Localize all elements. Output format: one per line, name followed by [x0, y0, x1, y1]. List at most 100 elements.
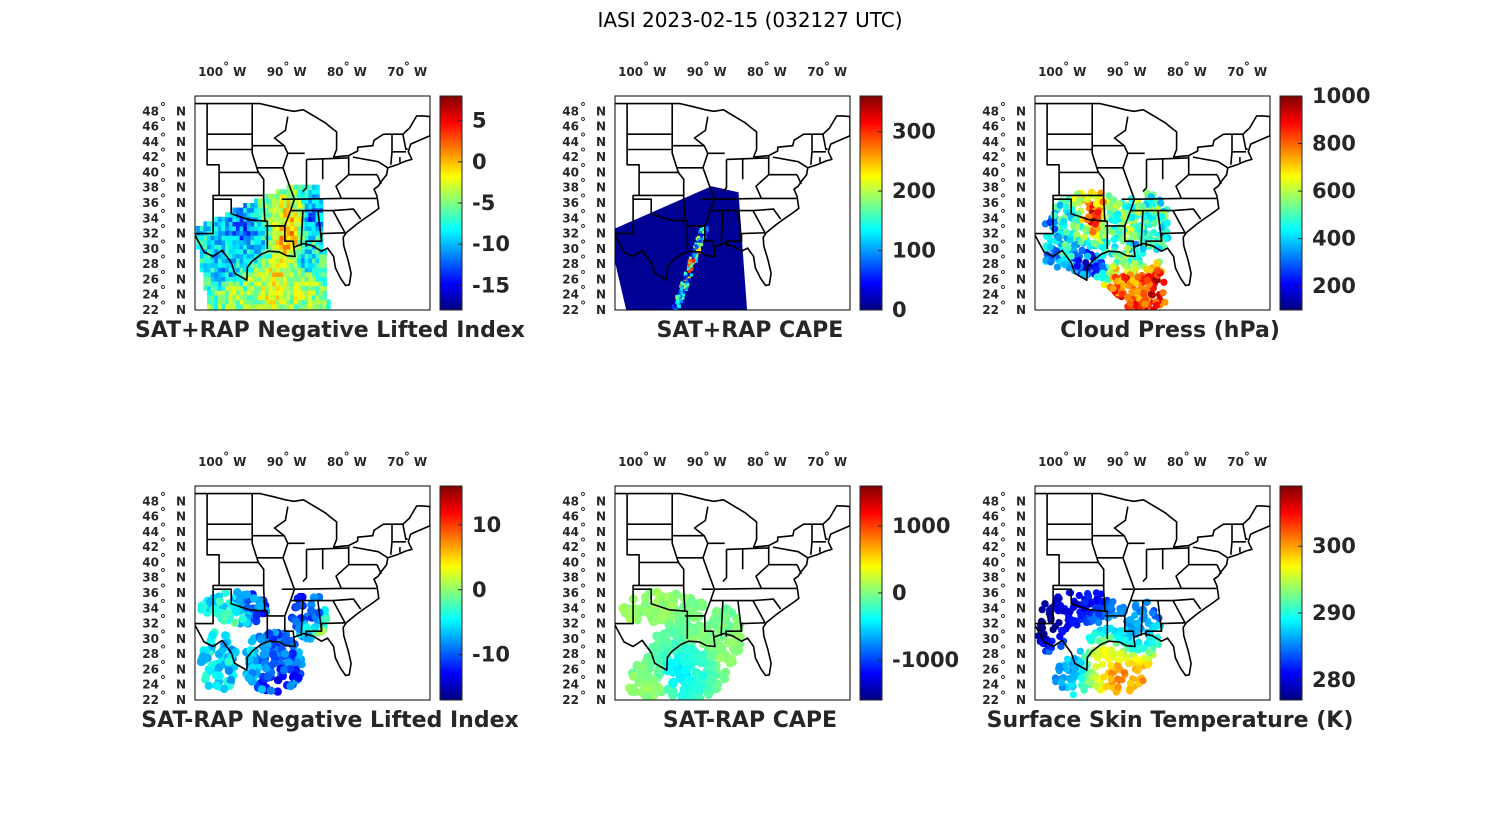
svg-text:40: 40 — [982, 555, 999, 569]
lon-tick-label: 90 ° W — [267, 60, 307, 79]
svg-text:N: N — [176, 601, 186, 615]
svg-text:22: 22 — [562, 693, 579, 707]
svg-text:N: N — [1016, 617, 1026, 631]
svg-text:°: ° — [1000, 628, 1006, 642]
svg-text:°: ° — [580, 643, 586, 657]
svg-text:30: 30 — [562, 242, 579, 256]
svg-text:38: 38 — [982, 571, 999, 585]
svg-text:N: N — [1016, 601, 1026, 615]
svg-text:N: N — [596, 662, 606, 676]
lon-tick-label: 70 ° W — [387, 60, 427, 79]
colorbar: 1000 800 600 400 200 — [1279, 84, 1370, 311]
svg-text:90: 90 — [687, 65, 704, 79]
svg-text:34: 34 — [982, 211, 999, 225]
svg-text:100: 100 — [198, 455, 223, 469]
svg-text:W: W — [1133, 65, 1146, 79]
lat-tick-label: 40 ° N — [142, 161, 186, 179]
svg-text:28: 28 — [982, 257, 999, 271]
colorbar: 300 200 100 0 — [859, 95, 936, 322]
lat-tick-label: 22 ° N — [982, 689, 1026, 707]
panel-title: SAT-RAP Negative Lifted Index — [141, 708, 519, 733]
colorbar-tick-label: -15 — [472, 273, 510, 297]
panel-title: Surface Skin Temperature (K) — [986, 708, 1354, 733]
svg-text:W: W — [1133, 455, 1146, 469]
lat-tick-label: 34 ° N — [982, 597, 1026, 615]
svg-text:90: 90 — [687, 455, 704, 469]
svg-text:44: 44 — [982, 135, 999, 149]
svg-text:W: W — [1194, 455, 1207, 469]
svg-text:°: ° — [160, 674, 166, 688]
svg-text:40: 40 — [562, 165, 579, 179]
lat-tick-label: 26 ° N — [982, 268, 1026, 286]
svg-text:N: N — [596, 303, 606, 317]
svg-text:°: ° — [160, 628, 166, 642]
svg-text:N: N — [596, 242, 606, 256]
svg-text:26: 26 — [982, 662, 999, 676]
svg-text:90: 90 — [1107, 65, 1124, 79]
svg-text:°: ° — [283, 60, 289, 74]
svg-text:N: N — [596, 104, 606, 118]
svg-text:N: N — [596, 693, 606, 707]
svg-text:°: ° — [1000, 161, 1006, 175]
svg-text:N: N — [1016, 555, 1026, 569]
svg-text:°: ° — [160, 146, 166, 160]
svg-text:38: 38 — [142, 181, 159, 195]
svg-text:°: ° — [1000, 689, 1006, 703]
lat-tick-label: 40 ° N — [142, 551, 186, 569]
colorbar: 5 0 -5 -10 -15 — [439, 95, 510, 311]
svg-text:N: N — [1016, 257, 1026, 271]
colorbar-tick-label: 600 — [1312, 179, 1356, 203]
svg-text:34: 34 — [562, 601, 579, 615]
svg-text:N: N — [596, 647, 606, 661]
lon-tick-label: 100 ° W — [198, 60, 246, 79]
svg-text:W: W — [233, 65, 246, 79]
svg-text:24: 24 — [562, 678, 579, 692]
svg-text:30: 30 — [982, 632, 999, 646]
svg-text:40: 40 — [982, 165, 999, 179]
svg-text:26: 26 — [142, 272, 159, 286]
svg-text:W: W — [834, 65, 847, 79]
svg-text:°: ° — [580, 506, 586, 520]
lon-tick-label: 100 ° W — [1038, 450, 1086, 469]
lat-tick-label: 22 ° N — [562, 689, 606, 707]
colorbar-tick-label: 300 — [1312, 534, 1356, 558]
svg-text:°: ° — [160, 613, 166, 627]
svg-text:°: ° — [580, 177, 586, 191]
svg-text:°: ° — [1000, 284, 1006, 298]
svg-text:N: N — [596, 227, 606, 241]
svg-text:N: N — [596, 678, 606, 692]
svg-text:100: 100 — [618, 455, 643, 469]
svg-text:°: ° — [1000, 100, 1006, 114]
lat-tick-label: 46 ° N — [982, 506, 1026, 524]
svg-text:°: ° — [1000, 582, 1006, 596]
svg-text:90: 90 — [267, 65, 284, 79]
svg-text:N: N — [1016, 693, 1026, 707]
svg-text:22: 22 — [982, 693, 999, 707]
lat-tick-label: 46 ° N — [562, 506, 606, 524]
panel-sat-rap-neg-li: 100 ° W 90 ° W 80 ° W 70 ° W 48 ° N 46 ° N 44 ° N 42 ° N 40 ° N 38 °… — [90, 60, 570, 390]
svg-text:N: N — [1016, 242, 1026, 256]
svg-text:28: 28 — [562, 647, 579, 661]
lat-tick-label: 36 ° N — [562, 192, 606, 210]
lat-tick-label: 36 ° N — [142, 192, 186, 210]
svg-text:°: ° — [580, 490, 586, 504]
svg-text:°: ° — [160, 521, 166, 535]
svg-text:N: N — [1016, 211, 1026, 225]
svg-text:W: W — [414, 455, 427, 469]
map-axes: 100 ° W 90 ° W 80 ° W 70 ° W48 ° N46 ° N44 ° N42 ° N40 ° N38 °… — [142, 450, 510, 707]
lat-tick-label: 38 ° N — [982, 177, 1026, 195]
svg-text:36: 36 — [562, 586, 579, 600]
svg-text:W: W — [233, 455, 246, 469]
lon-tick-label: 70 ° W — [807, 60, 847, 79]
svg-text:42: 42 — [982, 540, 999, 554]
svg-text:80: 80 — [747, 455, 764, 469]
colorbar-tick-label: 0 — [892, 581, 907, 605]
svg-text:N: N — [176, 678, 186, 692]
svg-text:N: N — [596, 150, 606, 164]
svg-text:70: 70 — [387, 65, 404, 79]
svg-text:°: ° — [404, 60, 410, 74]
map-axes: 100 ° W 90 ° W 80 ° W 70 ° W48 ° N46 ° N44 ° N42 ° N40 ° N38 °… — [982, 450, 1356, 707]
lon-tick-label: 100 ° W — [618, 60, 666, 79]
svg-text:°: ° — [580, 284, 586, 298]
svg-text:44: 44 — [142, 135, 159, 149]
